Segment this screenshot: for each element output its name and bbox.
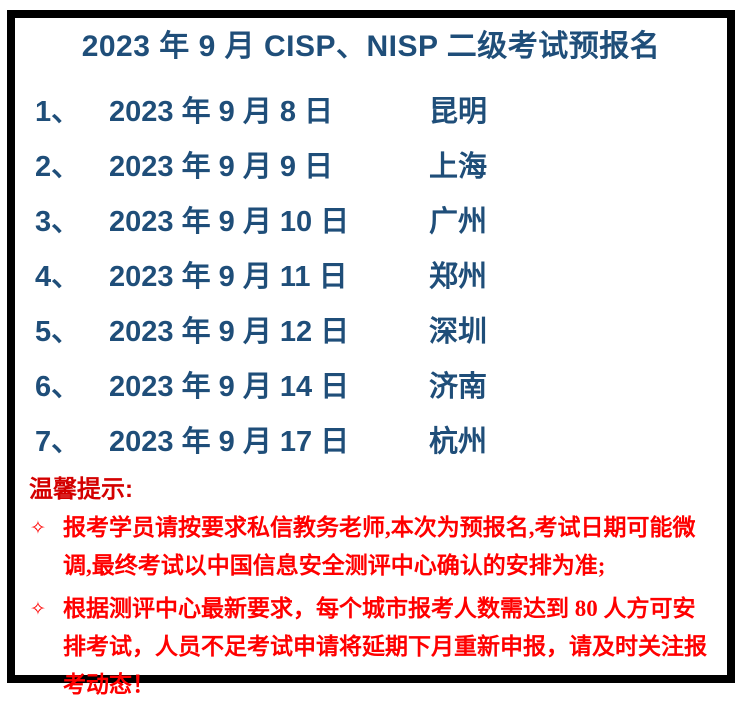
exam-date: 2023 年 9 月 10 日: [109, 205, 350, 238]
tip-item: ✧ 根据测评中心最新要求，每个城市报考人数需达到 80 人方可安排考试，人员不足…: [15, 585, 727, 704]
schedule-row: 3、 2023 年 9 月 10 日 广州: [15, 191, 727, 246]
tips-heading: 温馨提示:: [29, 476, 133, 503]
exam-city: 深圳: [429, 315, 488, 348]
row-number: 3、: [35, 205, 81, 238]
exam-city: 广州: [429, 205, 488, 238]
tip-text: 报考学员请按要求私信教务老师,本次为预报名,考试日期可能微调,最终考试以中国信息…: [63, 515, 696, 578]
schedule-row: 4、 2023 年 9 月 11 日 郑州: [15, 246, 727, 301]
schedule-row: 1、 2023 年 9 月 8 日 昆明: [15, 81, 727, 136]
exam-date: 2023 年 9 月 17 日: [109, 425, 350, 458]
tip-text: 根据测评中心最新要求，每个城市报考人数需达到 80 人方可安排考试，人员不足考试…: [63, 596, 707, 697]
row-number: 6、: [35, 370, 81, 403]
tip-item: ✧ 报考学员请按要求私信教务老师,本次为预报名,考试日期可能微调,最终考试以中国…: [15, 504, 727, 585]
exam-city: 郑州: [429, 260, 488, 293]
row-number: 1、: [35, 95, 81, 128]
exam-city: 昆明: [429, 95, 488, 128]
exam-city: 上海: [429, 150, 488, 183]
exam-date: 2023 年 9 月 14 日: [109, 370, 350, 403]
diamond-bullet-icon: ✧: [30, 517, 46, 539]
schedule-row: 7、 2023 年 9 月 17 日 杭州: [15, 411, 727, 466]
schedule-row: 5、 2023 年 9 月 12 日 深圳: [15, 301, 727, 356]
exam-city: 济南: [429, 370, 488, 403]
row-number: 5、: [35, 315, 81, 348]
poster-frame: 2023 年 9 月 CISP、NISP 二级考试预报名 1、 2023 年 9…: [7, 10, 735, 697]
exam-date: 2023 年 9 月 12 日: [109, 315, 350, 348]
row-number: 2、: [35, 150, 81, 183]
schedule-row: 2、 2023 年 9 月 9 日 上海: [15, 136, 727, 191]
row-number: 4、: [35, 260, 81, 293]
row-number: 7、: [35, 425, 81, 458]
tips-section: 温馨提示: ✧ 报考学员请按要求私信教务老师,本次为预报名,考试日期可能微调,最…: [15, 476, 727, 704]
exam-city: 杭州: [429, 425, 488, 458]
diamond-bullet-icon: ✧: [30, 598, 46, 620]
schedule-row: 6、 2023 年 9 月 14 日 济南: [15, 356, 727, 411]
exam-date: 2023 年 9 月 11 日: [109, 260, 348, 293]
exam-date: 2023 年 9 月 9 日: [109, 150, 334, 183]
exam-date: 2023 年 9 月 8 日: [109, 95, 334, 128]
page-title: 2023 年 9 月 CISP、NISP 二级考试预报名: [81, 30, 661, 63]
exam-schedule-list: 1、 2023 年 9 月 8 日 昆明 2、 2023 年 9 月 9 日 上…: [15, 81, 727, 466]
